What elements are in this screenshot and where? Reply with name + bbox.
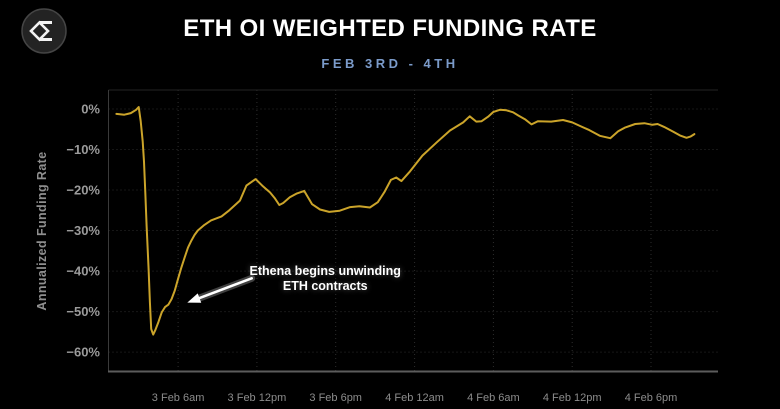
- y-tick-label: −60%: [66, 345, 100, 360]
- y-tick-label: −50%: [66, 304, 100, 319]
- x-tick-label: 3 Feb 6am: [152, 392, 205, 404]
- annotation-label: Ethena begins unwinding ETH contracts: [250, 264, 401, 294]
- y-tick-label: −10%: [66, 142, 100, 157]
- y-tick-label: −30%: [66, 223, 100, 238]
- y-tick-label: −20%: [66, 183, 100, 198]
- annotation-arrowhead: [187, 293, 202, 303]
- x-tick-label: 3 Feb 6pm: [309, 392, 362, 404]
- x-tick-label: 4 Feb 6am: [467, 392, 520, 404]
- chart-title: ETH OI WEIGHTED FUNDING RATE: [183, 15, 597, 42]
- y-tick-label: 0%: [81, 102, 100, 117]
- y-axis-title: Annualized Funding Rate: [35, 151, 49, 311]
- funding-rate-line: [115, 106, 696, 336]
- x-tick-label: 4 Feb 12pm: [543, 392, 602, 404]
- sigma-diamond-logo-icon: [21, 8, 67, 54]
- x-tick-label: 3 Feb 12pm: [228, 392, 287, 404]
- velo-logo: [21, 8, 67, 54]
- chart-subtitle: FEB 3RD - 4TH: [321, 56, 459, 71]
- y-tick-label: −40%: [66, 264, 100, 279]
- x-tick-label: 4 Feb 12am: [385, 392, 444, 404]
- annotation-arrow: [198, 277, 253, 300]
- annotation-line-2: ETH contracts: [282, 279, 368, 294]
- annotation-line-1: Ethena begins unwinding: [249, 264, 401, 279]
- x-tick-label: 4 Feb 6pm: [625, 392, 678, 404]
